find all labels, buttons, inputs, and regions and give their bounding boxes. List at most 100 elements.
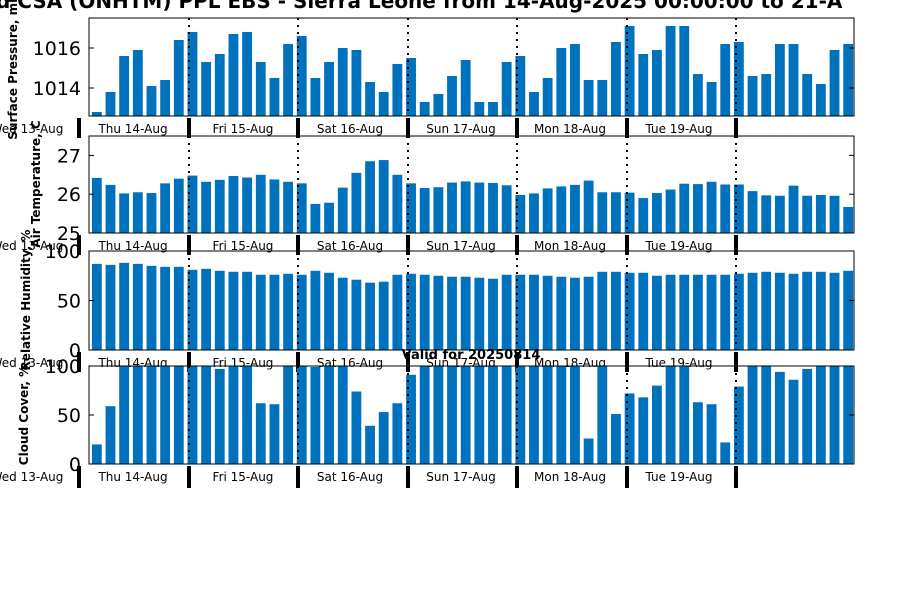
bar bbox=[665, 274, 676, 350]
bar bbox=[119, 56, 130, 116]
bar bbox=[214, 54, 225, 116]
bar bbox=[679, 183, 690, 233]
bar bbox=[201, 181, 212, 233]
bar bbox=[624, 393, 635, 464]
bar bbox=[652, 275, 662, 350]
bar bbox=[337, 187, 348, 233]
bar bbox=[611, 192, 621, 233]
bar bbox=[583, 180, 594, 233]
bar bbox=[692, 184, 703, 233]
bar bbox=[570, 44, 580, 116]
bar bbox=[351, 172, 362, 233]
y-tick-label: 26 bbox=[57, 184, 81, 206]
bar bbox=[529, 274, 539, 350]
bar bbox=[187, 366, 198, 464]
bar bbox=[214, 179, 225, 233]
bar bbox=[242, 177, 253, 233]
bar bbox=[255, 274, 266, 350]
bar bbox=[788, 273, 799, 350]
day-label: Mon 18-Aug bbox=[534, 122, 606, 136]
bar bbox=[460, 60, 471, 116]
bar bbox=[378, 281, 389, 350]
bar bbox=[228, 271, 239, 350]
bar bbox=[255, 403, 266, 464]
bar bbox=[447, 76, 457, 116]
bar bbox=[201, 366, 212, 464]
bar bbox=[365, 161, 375, 233]
bar bbox=[146, 265, 157, 350]
bar bbox=[529, 366, 539, 464]
bar bbox=[706, 274, 717, 350]
bar bbox=[706, 404, 717, 464]
bar bbox=[733, 184, 744, 233]
bar bbox=[91, 444, 102, 464]
bar bbox=[529, 193, 539, 233]
bar bbox=[802, 271, 813, 350]
bar bbox=[392, 403, 403, 464]
bar bbox=[419, 187, 430, 233]
bar bbox=[774, 272, 785, 350]
panel-2: 25 26 27 Wed 13-Aug Thu 14-Aug Fri 15-Aug Sat … bbox=[0, 120, 855, 255]
bar bbox=[597, 366, 608, 464]
bar bbox=[611, 271, 621, 350]
day-label: Fri 15-Aug bbox=[213, 470, 274, 484]
bar bbox=[720, 44, 731, 116]
bar bbox=[747, 76, 758, 116]
bar bbox=[829, 272, 840, 350]
day-label: Tue 19-Aug bbox=[644, 239, 712, 253]
day-label: Thu 14-Aug bbox=[97, 356, 167, 370]
bar bbox=[843, 366, 854, 464]
day-label: Tue 19-Aug bbox=[644, 122, 712, 136]
bar bbox=[406, 273, 416, 350]
bar bbox=[91, 177, 102, 233]
bar bbox=[214, 270, 225, 350]
bar bbox=[228, 175, 239, 233]
bar bbox=[720, 184, 731, 233]
bar bbox=[720, 274, 731, 350]
bar bbox=[761, 366, 772, 464]
bar bbox=[392, 274, 403, 350]
y-axis-label: Air Temperature, C bbox=[29, 120, 43, 248]
bar bbox=[119, 262, 130, 350]
bar bbox=[679, 26, 690, 116]
bar bbox=[187, 269, 198, 350]
y-axis-label: Surface Pressure, mb bbox=[6, 0, 20, 140]
bar bbox=[488, 182, 498, 233]
bar bbox=[597, 271, 608, 350]
day-label: Tue 19-Aug bbox=[644, 356, 712, 370]
y-axis-label: Relative Humidity, % bbox=[19, 230, 33, 371]
bar bbox=[761, 271, 772, 350]
bar bbox=[324, 366, 334, 464]
day-label: Wed 13-Aug bbox=[0, 122, 63, 136]
bar bbox=[474, 366, 485, 464]
bar bbox=[460, 276, 471, 350]
bar bbox=[119, 366, 130, 464]
bar bbox=[692, 74, 703, 116]
bar bbox=[488, 366, 498, 464]
bar bbox=[269, 179, 280, 233]
bar bbox=[160, 266, 171, 350]
bar bbox=[324, 202, 334, 233]
bar bbox=[570, 184, 580, 233]
day-label: Wed 13-Aug bbox=[0, 356, 63, 370]
bar bbox=[460, 181, 471, 233]
bar bbox=[310, 366, 321, 464]
bar bbox=[296, 366, 307, 464]
bar bbox=[788, 44, 799, 116]
bar bbox=[132, 50, 143, 116]
bar bbox=[228, 366, 239, 464]
bar bbox=[829, 50, 840, 116]
bar bbox=[774, 195, 785, 233]
bar bbox=[433, 366, 444, 464]
day-label: Fri 15-Aug bbox=[213, 239, 274, 253]
bar bbox=[132, 192, 143, 233]
bar bbox=[652, 50, 662, 116]
bar bbox=[447, 276, 457, 350]
bar bbox=[774, 44, 785, 116]
valid-date-label: Valid for 20250814 bbox=[402, 348, 541, 363]
bar bbox=[296, 183, 307, 233]
bar bbox=[788, 379, 799, 464]
bar bbox=[378, 92, 389, 116]
